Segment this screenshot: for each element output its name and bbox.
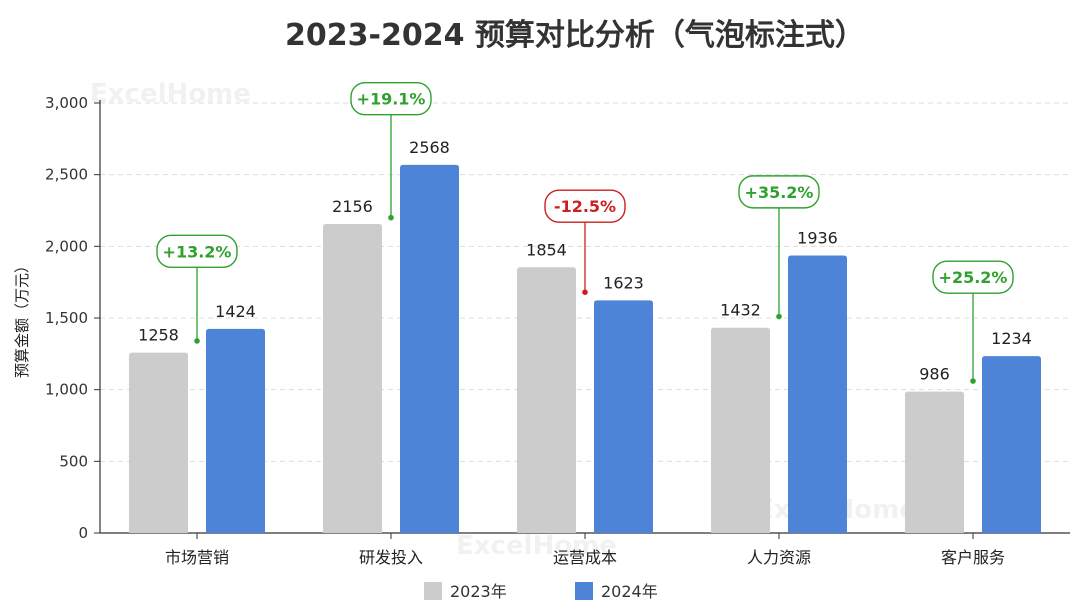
- x-tick-label: 运营成本: [553, 548, 617, 567]
- bar-2023[interactable]: [517, 267, 576, 533]
- watermark-text: ExcelHome: [90, 79, 251, 109]
- change-bubble: [544, 189, 626, 223]
- bar-value-label: 2568: [409, 138, 450, 157]
- bar-2023[interactable]: [711, 327, 770, 533]
- bubble-anchor-dot: [194, 338, 200, 344]
- change-bubble: [932, 260, 1014, 294]
- x-tick-label: 市场营销: [165, 548, 229, 567]
- y-tick-label: 2,000: [45, 237, 88, 255]
- value-labels: 1258 1424 2156 2568 1854 1623 1432 1936 986 1234: [138, 138, 1032, 384]
- x-tick-label: 人力资源: [747, 548, 811, 567]
- bubble-anchor-dot: [970, 378, 976, 384]
- bar-value-label: 1258: [138, 326, 179, 345]
- y-tick-label: 1,000: [45, 381, 88, 399]
- legend[interactable]: 2023年 2024年: [424, 582, 658, 601]
- bars: [129, 164, 1041, 534]
- bar-2024[interactable]: [982, 356, 1041, 533]
- chart-title: 2023-2024 预算对比分析（气泡标注式）: [285, 18, 865, 53]
- bar-2024[interactable]: [206, 328, 265, 533]
- bar-value-label: 1623: [603, 273, 644, 292]
- change-bubble-label: +35.2%: [745, 183, 814, 202]
- y-tick-label: 3,000: [45, 94, 88, 112]
- bar-2023[interactable]: [129, 352, 188, 533]
- bar-value-label: 1424: [215, 302, 256, 321]
- y-tick-label: 1,500: [45, 309, 88, 327]
- change-bubble: [738, 175, 820, 209]
- bubble-anchor-dot: [582, 289, 588, 296]
- watermark-text: ExcelHome: [456, 531, 617, 561]
- change-bubble-label: +13.2%: [163, 242, 232, 261]
- bubble-anchor-dot: [388, 214, 394, 221]
- axes: 0 500 1,000 1,500 2,000 2,500 3,000 市场营销 研发投入 运营成…: [45, 94, 1070, 567]
- bar-value-label: 1432: [720, 301, 761, 320]
- change-bubble: [156, 234, 238, 269]
- bar-2024[interactable]: [788, 255, 847, 534]
- bar-2023[interactable]: [905, 391, 964, 533]
- change-bubble: [350, 81, 432, 116]
- y-tick-label: 0: [78, 524, 88, 542]
- change-bubble-label: -12.5%: [554, 197, 616, 216]
- bar-value-label: 1936: [797, 229, 838, 248]
- change-bubbles: +13.2% +19.1% -12.5% +35.2% +25.2%: [156, 81, 1014, 384]
- change-bubble-label: +19.1%: [357, 90, 426, 109]
- x-tick-label: 研发投入: [359, 548, 423, 567]
- bar-2023[interactable]: [323, 223, 382, 533]
- x-tick-label: 客户服务: [941, 548, 1005, 567]
- change-bubble-label: +25.2%: [939, 268, 1008, 287]
- y-axis-label: 预算金额（万元）: [13, 258, 31, 378]
- bar-2024[interactable]: [400, 164, 459, 534]
- bubble-anchor-dot: [776, 313, 782, 320]
- bar-value-label: 1854: [526, 240, 567, 259]
- legend-swatch[interactable]: [424, 582, 442, 600]
- bar-value-label: 1234: [991, 329, 1032, 348]
- legend-swatch[interactable]: [575, 582, 593, 600]
- bar-value-label: 2156: [332, 197, 373, 216]
- y-tick-label: 2,500: [45, 166, 88, 184]
- bar-2024[interactable]: [594, 300, 653, 533]
- legend-label[interactable]: 2023年: [450, 582, 507, 601]
- bar-value-label: 986: [919, 365, 950, 384]
- y-tick-label: 500: [59, 452, 88, 470]
- legend-label[interactable]: 2024年: [601, 582, 658, 601]
